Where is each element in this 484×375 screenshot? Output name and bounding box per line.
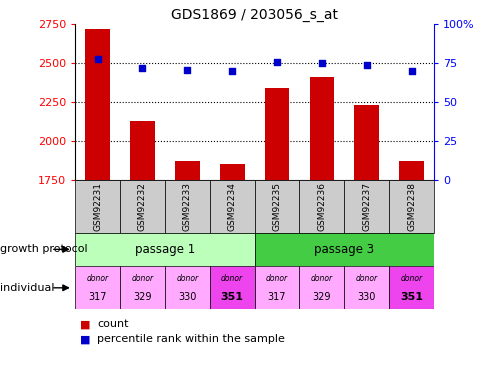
Point <box>318 60 325 66</box>
Bar <box>388 180 433 232</box>
Bar <box>219 164 244 180</box>
Text: 329: 329 <box>133 292 151 302</box>
Text: GSM92236: GSM92236 <box>317 182 326 231</box>
Text: 317: 317 <box>88 292 106 302</box>
Bar <box>254 180 299 232</box>
Point <box>362 62 370 68</box>
Text: donor: donor <box>131 274 153 283</box>
Bar <box>175 161 199 180</box>
Bar <box>398 161 423 180</box>
Text: GSM92238: GSM92238 <box>406 182 415 231</box>
Bar <box>165 180 209 232</box>
Bar <box>130 121 154 180</box>
Point <box>93 56 101 62</box>
Bar <box>120 266 165 309</box>
Text: 329: 329 <box>312 292 331 302</box>
Bar <box>388 266 433 309</box>
Text: passage 1: passage 1 <box>135 243 195 256</box>
Text: 330: 330 <box>178 292 196 302</box>
Bar <box>209 180 254 232</box>
Bar <box>254 232 433 266</box>
Text: GSM92234: GSM92234 <box>227 182 236 231</box>
Bar <box>299 180 344 232</box>
Bar <box>299 266 344 309</box>
Point <box>138 65 146 71</box>
Bar <box>264 88 289 180</box>
Point <box>228 68 236 74</box>
Point <box>183 66 191 72</box>
Text: donor: donor <box>310 274 333 283</box>
Text: donor: donor <box>221 274 243 283</box>
Text: passage 3: passage 3 <box>314 243 374 256</box>
Point <box>407 68 415 74</box>
Text: 351: 351 <box>220 292 243 302</box>
Text: GSM92237: GSM92237 <box>362 182 371 231</box>
Text: ■: ■ <box>80 334 91 344</box>
Text: ■: ■ <box>80 320 91 329</box>
Bar <box>75 180 120 232</box>
Bar <box>344 266 388 309</box>
Text: count: count <box>97 320 128 329</box>
Bar <box>209 266 254 309</box>
Text: donor: donor <box>86 274 108 283</box>
Text: 351: 351 <box>399 292 422 302</box>
Text: donor: donor <box>355 274 377 283</box>
Bar <box>75 266 120 309</box>
Text: GSM92235: GSM92235 <box>272 182 281 231</box>
Text: GSM92233: GSM92233 <box>182 182 192 231</box>
Text: GSM92232: GSM92232 <box>137 182 147 231</box>
Bar <box>120 180 165 232</box>
Bar <box>309 77 333 180</box>
Bar <box>354 105 378 180</box>
Bar <box>344 180 388 232</box>
Text: percentile rank within the sample: percentile rank within the sample <box>97 334 284 344</box>
Bar <box>254 266 299 309</box>
Text: donor: donor <box>265 274 287 283</box>
Text: 317: 317 <box>267 292 286 302</box>
Point <box>272 59 280 65</box>
Text: growth protocol: growth protocol <box>0 244 88 254</box>
Text: GSM92231: GSM92231 <box>93 182 102 231</box>
Text: donor: donor <box>176 274 198 283</box>
Text: donor: donor <box>400 274 422 283</box>
Text: 330: 330 <box>357 292 375 302</box>
Bar <box>75 232 254 266</box>
Bar <box>85 29 110 180</box>
Bar <box>165 266 209 309</box>
Title: GDS1869 / 203056_s_at: GDS1869 / 203056_s_at <box>171 8 337 22</box>
Text: individual: individual <box>0 283 54 293</box>
